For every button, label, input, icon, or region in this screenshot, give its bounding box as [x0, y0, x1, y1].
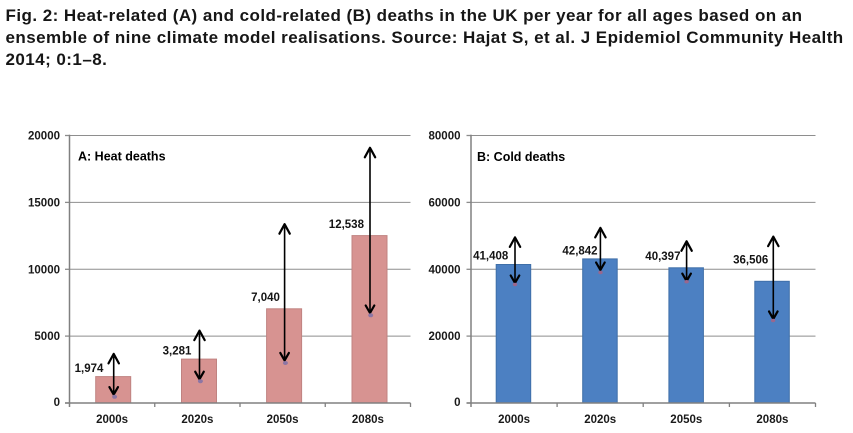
- svg-text:15000: 15000: [28, 197, 60, 209]
- svg-text:0: 0: [454, 397, 460, 409]
- svg-text:40000: 40000: [429, 264, 461, 276]
- svg-text:60000: 60000: [429, 197, 461, 209]
- svg-text:1,974: 1,974: [75, 363, 104, 375]
- svg-text:B: Cold deaths: B: Cold deaths: [477, 150, 565, 164]
- svg-text:12,538: 12,538: [329, 219, 365, 231]
- svg-text:42,842: 42,842: [562, 246, 597, 258]
- svg-text:36,506: 36,506: [733, 254, 768, 266]
- svg-text:5000: 5000: [34, 331, 60, 343]
- svg-text:20000: 20000: [429, 331, 461, 343]
- svg-text:2020s: 2020s: [181, 414, 213, 426]
- svg-text:2020s: 2020s: [584, 414, 616, 426]
- svg-text:7,040: 7,040: [251, 292, 280, 304]
- svg-text:40,397: 40,397: [645, 251, 680, 263]
- svg-text:0: 0: [54, 397, 60, 409]
- svg-text:41,408: 41,408: [473, 251, 509, 263]
- svg-text:2000s: 2000s: [96, 414, 128, 426]
- svg-text:80000: 80000: [429, 131, 461, 143]
- svg-text:10000: 10000: [28, 264, 60, 276]
- svg-text:3,281: 3,281: [163, 346, 192, 358]
- svg-text:2050s: 2050s: [670, 414, 702, 426]
- svg-text:A: Heat deaths: A: Heat deaths: [78, 150, 166, 164]
- svg-text:2050s: 2050s: [267, 414, 299, 426]
- svg-text:2000s: 2000s: [498, 414, 530, 426]
- svg-text:20000: 20000: [28, 131, 60, 143]
- svg-text:2080s: 2080s: [756, 414, 788, 426]
- svg-text:2080s: 2080s: [352, 414, 384, 426]
